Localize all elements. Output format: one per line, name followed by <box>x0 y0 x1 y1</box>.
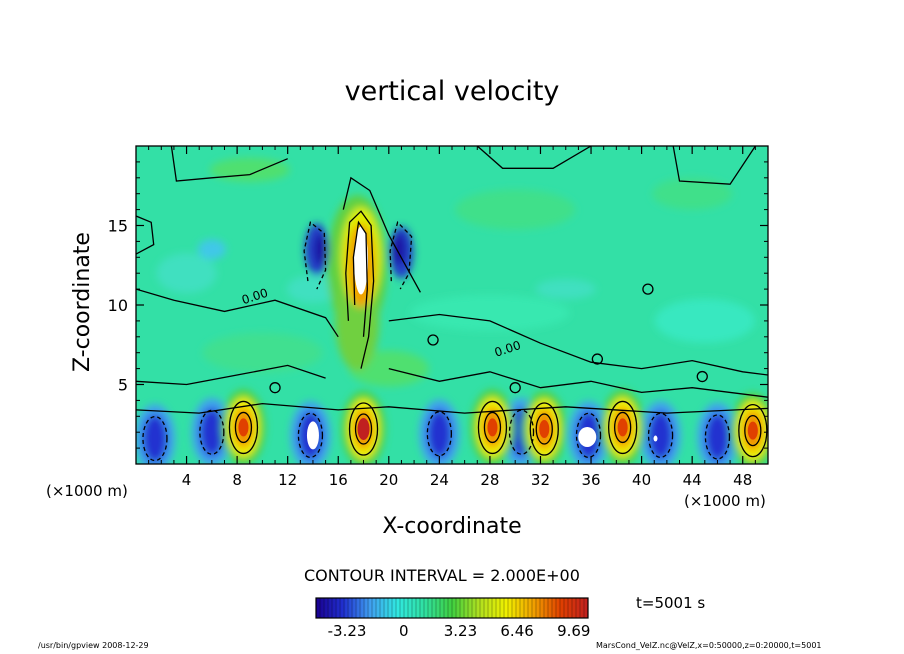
field-patch <box>286 275 339 304</box>
contour-line <box>199 409 225 455</box>
field-patch <box>202 332 323 373</box>
contour-line <box>591 353 604 365</box>
x-tick-label: 32 <box>531 471 550 489</box>
contour-line <box>647 412 674 459</box>
colorbar-tick-label: 3.23 <box>444 622 477 640</box>
contour-line <box>170 146 288 182</box>
field-patch <box>392 233 405 266</box>
x-tick-label: 40 <box>632 471 651 489</box>
chart-title: vertical velocity <box>344 76 560 107</box>
contour-line <box>352 220 368 337</box>
contour-line <box>477 400 508 455</box>
field-patch <box>197 239 226 260</box>
contour-line <box>345 210 375 369</box>
contour-line <box>529 402 559 456</box>
saturated-core <box>578 426 597 447</box>
field-patch <box>427 409 452 458</box>
x-tick-label: 44 <box>683 471 702 489</box>
y-tick-label: 15 <box>108 217 128 236</box>
contour-line <box>136 288 339 338</box>
contour-line <box>476 146 592 169</box>
field-patch <box>535 279 596 300</box>
field-patch <box>455 189 576 230</box>
contour-line <box>348 402 379 456</box>
x-unit-left: (×1000 m) <box>46 482 128 500</box>
contour-line <box>228 400 259 455</box>
contour-line <box>426 411 453 457</box>
contour-line <box>342 176 421 293</box>
x-axis-label: X-coordinate <box>382 514 522 539</box>
field-patch <box>314 233 327 266</box>
contour-line <box>575 412 602 459</box>
warm-core <box>357 418 370 441</box>
colorbar-frame <box>315 597 589 619</box>
field-patch <box>156 253 217 294</box>
contour-line <box>483 411 502 444</box>
x-unit-right: (×1000 m) <box>684 492 766 510</box>
contour-line <box>269 382 281 394</box>
saturated-core <box>653 435 658 442</box>
contour-interval-label: CONTOUR INTERVAL = 2.000E+00 <box>304 566 580 585</box>
contour-line <box>234 411 253 444</box>
y-tick-label: 10 <box>108 296 128 315</box>
contour-line <box>389 221 413 290</box>
x-tick-label: 36 <box>581 471 600 489</box>
contour-line <box>535 413 553 445</box>
y-tick-label: 5 <box>118 376 128 395</box>
contour-line <box>738 403 768 458</box>
contour-line <box>136 364 326 386</box>
warm-core <box>747 421 758 440</box>
contour-line <box>508 409 535 455</box>
contour-line <box>297 412 324 459</box>
contour-line <box>142 415 168 462</box>
contour-line <box>388 313 768 376</box>
warm-core <box>539 420 550 439</box>
contour-line <box>136 402 768 414</box>
warm-core <box>487 418 498 437</box>
colorbar-tick-label: 0 <box>399 622 409 640</box>
x-tick-label: 48 <box>733 471 752 489</box>
contour-line <box>136 215 155 255</box>
contour-line <box>672 146 756 185</box>
contour-line <box>388 367 768 398</box>
field-patch <box>654 298 755 343</box>
field-patch <box>652 177 733 210</box>
x-tick-label: 4 <box>182 471 192 489</box>
contour-line <box>696 370 708 383</box>
x-tick-label: 12 <box>278 471 297 489</box>
x-tick-label: 16 <box>329 471 348 489</box>
contour-line <box>704 414 731 460</box>
contour-line <box>642 283 654 295</box>
contour-line <box>744 414 762 447</box>
contour-line <box>607 400 638 455</box>
x-tick-label: 20 <box>379 471 398 489</box>
contour-line <box>354 413 373 445</box>
x-tick-label: 8 <box>232 471 242 489</box>
x-tick-label: 24 <box>430 471 449 489</box>
footer-program-date: /usr/bin/gpview 2008-12-29 <box>38 641 149 650</box>
footer-data-source: MarsCond_VelZ.nc@VelZ,x=0:50000,z=0:2000… <box>596 641 822 650</box>
field-patch <box>409 294 570 331</box>
colorbar-tick-label: 9.69 <box>557 622 590 640</box>
contour-line <box>613 411 632 444</box>
warm-core <box>238 418 249 437</box>
saturated-core <box>353 226 368 295</box>
warm-core <box>617 418 628 437</box>
contour-line <box>509 382 521 394</box>
x-tick-label: 28 <box>480 471 499 489</box>
field-patch <box>209 157 290 182</box>
saturated-core <box>306 421 319 450</box>
field-patch <box>199 408 224 457</box>
field-patch <box>142 414 167 463</box>
field-patch <box>648 411 673 460</box>
colorbar: -3.23 0 3.23 6.46 9.69 <box>315 597 590 640</box>
colorbar-tick-label: 6.46 <box>500 622 533 640</box>
field-patch <box>705 412 730 461</box>
contour-line <box>427 334 439 346</box>
colorbar-tick-label: -3.23 <box>328 622 367 640</box>
time-label: t=5001 s <box>636 594 706 612</box>
